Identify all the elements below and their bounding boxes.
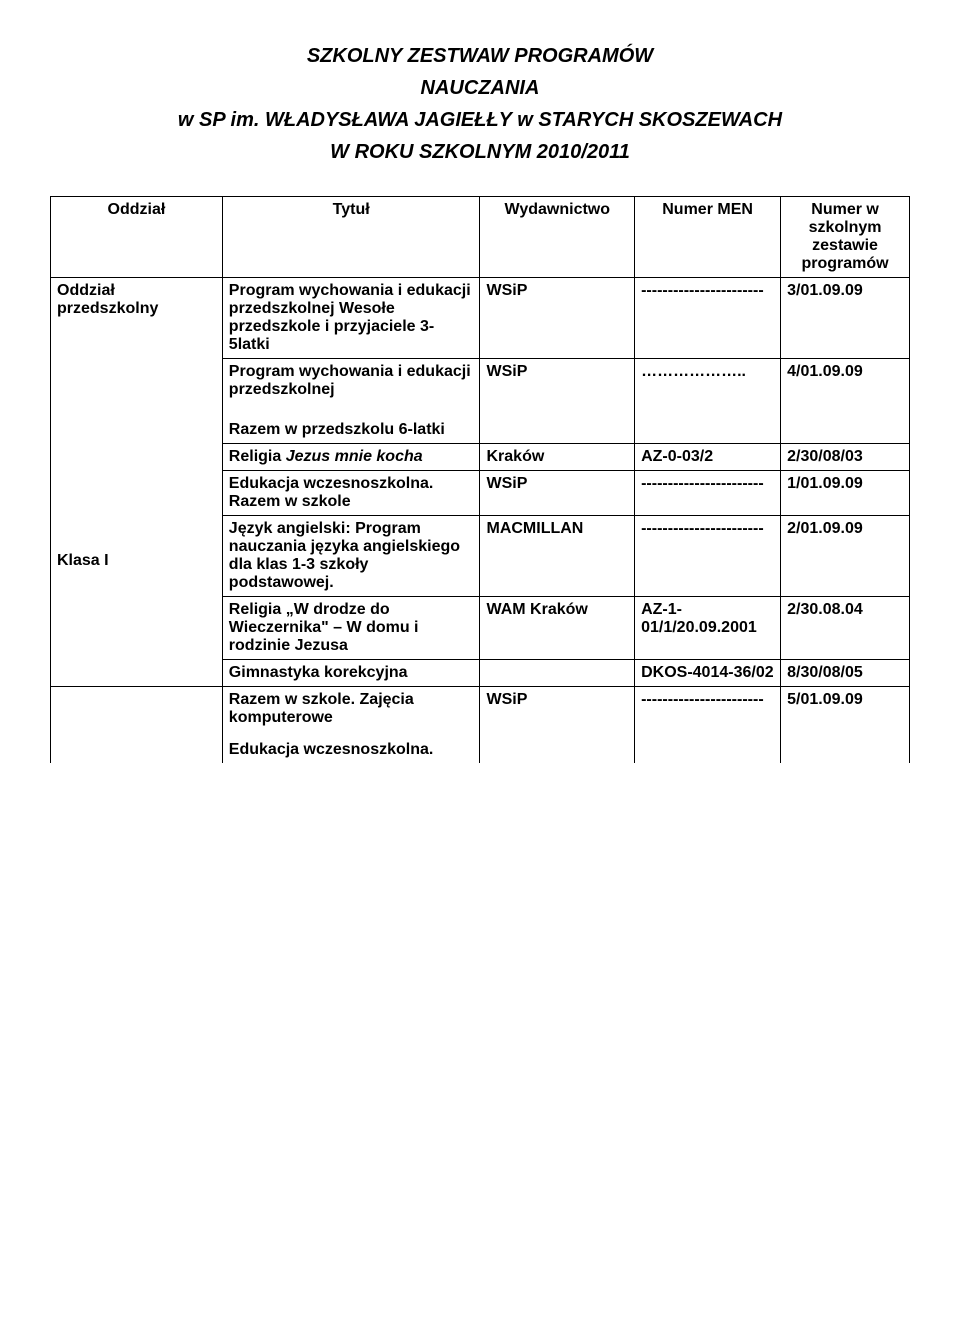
- cell-empty: [781, 403, 910, 444]
- cell-tytul: Religia Jezus mnie kocha: [222, 444, 480, 471]
- cell-numw: 5/01.09.09: [781, 687, 910, 764]
- cell-men: DKOS-4014-36/02: [635, 660, 781, 687]
- cell-men: ………………..: [635, 359, 781, 404]
- cell-numw: 4/01.09.09: [781, 359, 910, 404]
- cell-tytul: Program wychowania i edukacji przedszkol…: [222, 278, 480, 359]
- cell-text: Religia: [229, 448, 286, 465]
- col-header-wydawnictwo: Wydawnictwo: [480, 197, 635, 278]
- cell-tytul: Język angielski: Program nauczania język…: [222, 516, 480, 597]
- cell-tytul: Program wychowania i edukacji przedszkol…: [222, 359, 480, 404]
- cell-numw: 3/01.09.09: [781, 278, 910, 359]
- col-header-tytul: Tytuł: [222, 197, 480, 278]
- cell-wyd: WSiP: [480, 359, 635, 404]
- title-line-3: w SP im. WŁADYSŁAWA JAGIEŁŁY w STARYCH S…: [50, 104, 910, 136]
- cell-empty: [635, 403, 781, 444]
- cell-text: Klasa I: [57, 552, 109, 569]
- table-row: Oddział przedszkolny Klasa I Program wyc…: [51, 278, 910, 359]
- title-line-1: SZKOLNY ZESTWAW PROGRAMÓW: [50, 40, 910, 72]
- table-header-row: Oddział Tytuł Wydawnictwo Numer MEN Nume…: [51, 197, 910, 278]
- document-title: SZKOLNY ZESTWAW PROGRAMÓW NAUCZANIA w SP…: [50, 40, 910, 168]
- cell-empty: [480, 403, 635, 444]
- cell-tytul: Religia „W drodze do Wieczernika" – W do…: [222, 597, 480, 660]
- cell-text: Edukacja wczesnoszkolna.: [229, 741, 434, 758]
- cell-numw: 2/01.09.09: [781, 516, 910, 597]
- cell-wyd: MACMILLAN: [480, 516, 635, 597]
- cell-text: Razem w szkole. Zajęcia komputerowe: [229, 691, 414, 726]
- cell-numw: 8/30/08/05: [781, 660, 910, 687]
- cell-tytul: Razem w szkole. Zajęcia komputerowe Eduk…: [222, 687, 480, 764]
- programs-table: Oddział Tytuł Wydawnictwo Numer MEN Nume…: [50, 196, 910, 763]
- cell-numw: 1/01.09.09: [781, 471, 910, 516]
- cell-men: -----------------------: [635, 471, 781, 516]
- cell-oddzial: Oddział przedszkolny Klasa I: [51, 278, 223, 687]
- cell-text: Razem w przedszkolu 6-latki: [229, 421, 445, 438]
- cell-oddzial-empty: [51, 687, 223, 764]
- cell-wyd: Kraków: [480, 444, 635, 471]
- cell-tytul: Gimnastyka korekcyjna: [222, 660, 480, 687]
- cell-numw: 2/30.08.04: [781, 597, 910, 660]
- cell-text-italic: Jezus mnie kocha: [286, 448, 423, 465]
- table-row: Razem w szkole. Zajęcia komputerowe Eduk…: [51, 687, 910, 764]
- cell-wyd: WSiP: [480, 471, 635, 516]
- cell-text: Oddział przedszkolny: [57, 282, 158, 317]
- cell-men: -----------------------: [635, 278, 781, 359]
- cell-men: AZ-0-03/2: [635, 444, 781, 471]
- title-line-2: NAUCZANIA: [50, 72, 910, 104]
- cell-tytul: Edukacja wczesnoszkolna. Razem w szkole: [222, 471, 480, 516]
- cell-wyd: WAM Kraków: [480, 597, 635, 660]
- cell-men: AZ-1-01/1/20.09.2001: [635, 597, 781, 660]
- cell-men: -----------------------: [635, 516, 781, 597]
- col-header-numer-men: Numer MEN: [635, 197, 781, 278]
- page: SZKOLNY ZESTWAW PROGRAMÓW NAUCZANIA w SP…: [0, 0, 960, 823]
- col-header-oddzial: Oddział: [51, 197, 223, 278]
- title-line-4: W ROKU SZKOLNYM 2010/2011: [50, 136, 910, 168]
- cell-numw: 2/30/08/03: [781, 444, 910, 471]
- col-header-numer-w: Numer w szkolnym zestawie programów: [781, 197, 910, 278]
- cell-wyd: [480, 660, 635, 687]
- cell-wyd: WSiP: [480, 687, 635, 764]
- cell-tytul: Razem w przedszkolu 6-latki: [222, 403, 480, 444]
- cell-wyd: WSiP: [480, 278, 635, 359]
- cell-men: -----------------------: [635, 687, 781, 764]
